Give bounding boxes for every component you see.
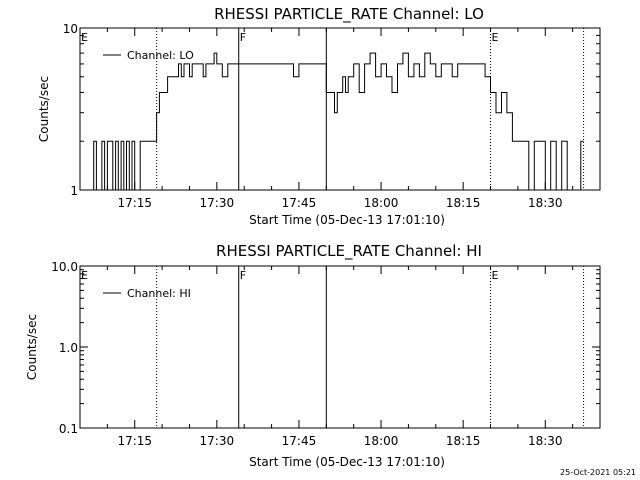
panel-hi-x-tick-label: 18:00 xyxy=(364,434,399,448)
panel-hi-y-tick-label: 0.1 xyxy=(59,422,78,436)
panel-lo-series-line xyxy=(90,52,584,191)
panel-hi-x-tick-label: 17:15 xyxy=(117,434,152,448)
panel-hi-x-axis-label: Start Time (05-Dec-13 17:01:10) xyxy=(249,455,445,469)
panel-hi-x-tick-label: 18:30 xyxy=(528,434,563,448)
panel-lo-plot-frame xyxy=(79,27,601,191)
panel-hi-x-tick-label: 17:45 xyxy=(282,434,317,448)
panel-hi-y-tick-label: 10.0 xyxy=(51,260,78,274)
panel-lo-flag-label: E xyxy=(492,31,499,44)
panel-hi-y-tick-label: 1.0 xyxy=(59,341,78,355)
panel-hi-x-tick-label: 17:30 xyxy=(200,434,235,448)
panel-lo-x-tick-label: 18:30 xyxy=(528,196,563,210)
panel-hi-flag-label: F xyxy=(240,269,246,282)
panel-lo-title: RHESSI PARTICLE_RATE Channel: LO xyxy=(214,5,484,24)
panel-lo-x-tick-label: 17:15 xyxy=(117,196,152,210)
panel-hi-x-tick-label: 18:15 xyxy=(446,434,481,448)
panel-lo-x-tick-label: 17:30 xyxy=(200,196,235,210)
panel-lo-y-axis-label: Counts/sec xyxy=(37,76,51,142)
panel-hi-flag-label: E xyxy=(81,269,88,282)
footer-timestamp: 25-Oct-2021 05:21 xyxy=(560,468,636,477)
panel-lo-y-tick-label: 1 xyxy=(70,184,78,198)
panel-lo-flag-label: E xyxy=(81,31,88,44)
panel-lo-legend-entry: Channel: LO xyxy=(127,49,194,62)
panel-lo-x-tick-label: 18:00 xyxy=(364,196,399,210)
panel-lo-y-tick-label: 10 xyxy=(63,22,78,36)
panel-lo: RHESSI PARTICLE_RATE Channel: LO E F E 17:… xyxy=(37,5,601,227)
panel-hi: RHESSI PARTICLE_RATE Channel: HI E F E 17:… xyxy=(25,242,601,469)
panel-lo-x-tick-label: 18:15 xyxy=(446,196,481,210)
panel-lo-x-tick-label: 17:45 xyxy=(282,196,317,210)
panel-lo-x-axis-label: Start Time (05-Dec-13 17:01:10) xyxy=(249,213,445,227)
panel-hi-flag-label: E xyxy=(492,269,499,282)
panel-hi-title: RHESSI PARTICLE_RATE Channel: HI xyxy=(216,242,482,261)
panel-hi-legend-entry: Channel: HI xyxy=(127,287,191,300)
panel-lo-flag-label: F xyxy=(240,31,246,44)
panel-hi-y-axis-label: Counts/sec xyxy=(25,314,39,380)
